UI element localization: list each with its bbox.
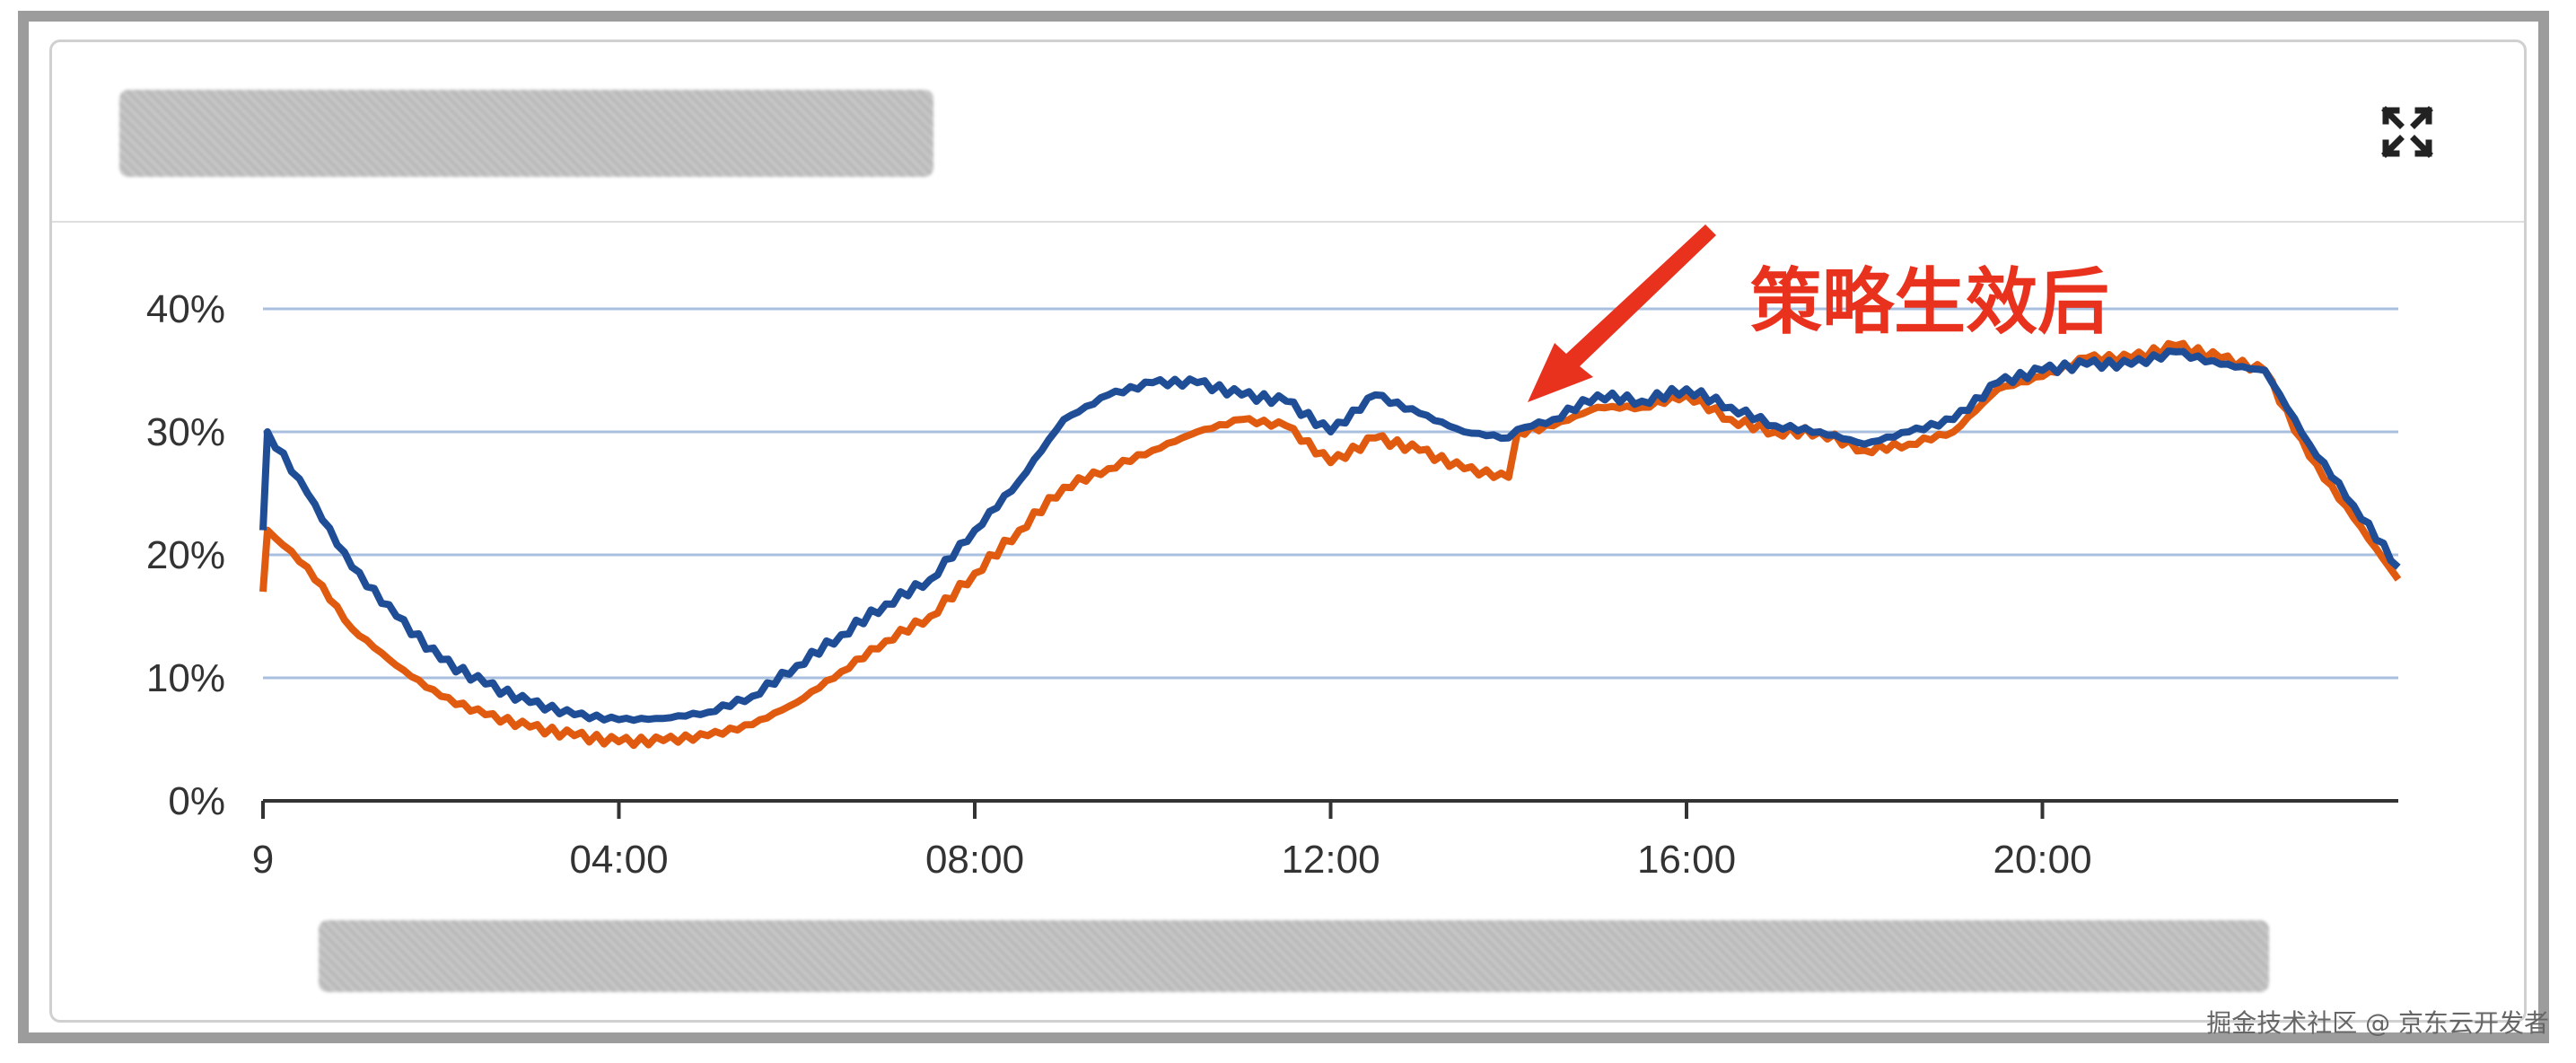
series-line-2 bbox=[259, 339, 2402, 750]
series-line-1 bbox=[259, 347, 2401, 725]
y-tick-label: 20% bbox=[146, 533, 225, 577]
y-tick-label: 0% bbox=[168, 779, 225, 823]
y-tick-label: 10% bbox=[146, 656, 225, 700]
watermark: 掘金技术社区 @ 京东云开发者 bbox=[2206, 1008, 2549, 1038]
redacted-legend bbox=[319, 920, 2269, 992]
x-tick-label: 04:00 bbox=[569, 838, 668, 882]
redacted-title bbox=[119, 90, 933, 177]
x-tick-label: 20:00 bbox=[1993, 838, 2091, 882]
chart-card bbox=[49, 40, 2527, 1023]
x-tick-label: 16:00 bbox=[1637, 838, 1736, 882]
x-tick-label: 08:00 bbox=[925, 838, 1024, 882]
annotation-label: 策略生效后 bbox=[1750, 260, 2109, 344]
annotation-arrow bbox=[1528, 224, 1716, 402]
expand-icon[interactable] bbox=[2380, 105, 2434, 159]
x-tick-label: 9 bbox=[252, 838, 274, 882]
x-tick-label: 12:00 bbox=[1281, 838, 1380, 882]
y-tick-label: 30% bbox=[146, 410, 225, 454]
y-tick-label: 40% bbox=[146, 287, 225, 331]
header-divider bbox=[52, 221, 2524, 223]
